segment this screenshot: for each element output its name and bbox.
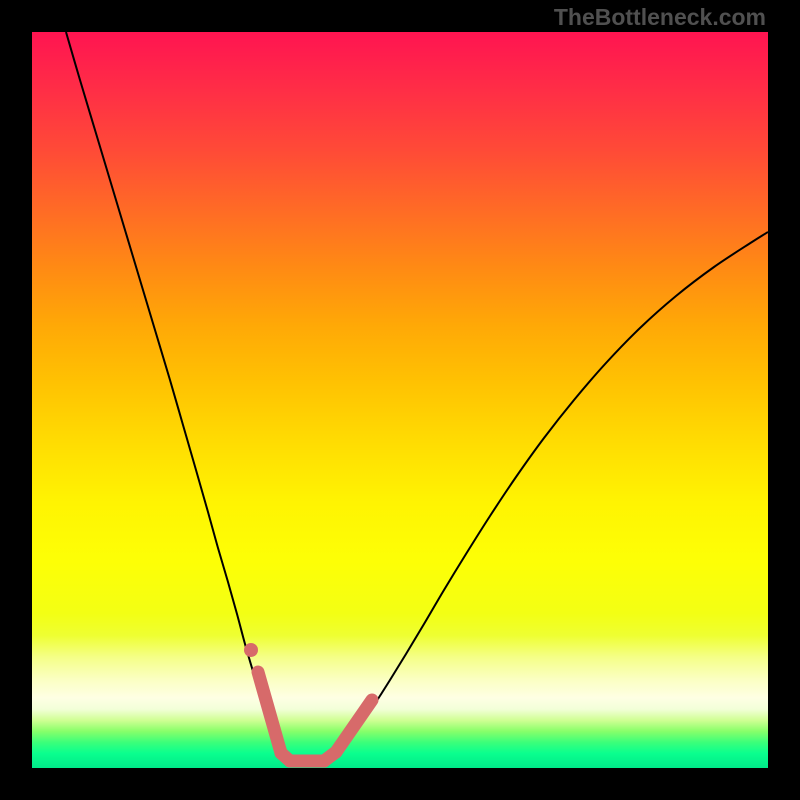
background-gradient [32, 32, 768, 768]
watermark-text: TheBottleneck.com [554, 4, 766, 31]
outer-frame: TheBottleneck.com [0, 0, 800, 800]
plot-area [32, 32, 768, 768]
